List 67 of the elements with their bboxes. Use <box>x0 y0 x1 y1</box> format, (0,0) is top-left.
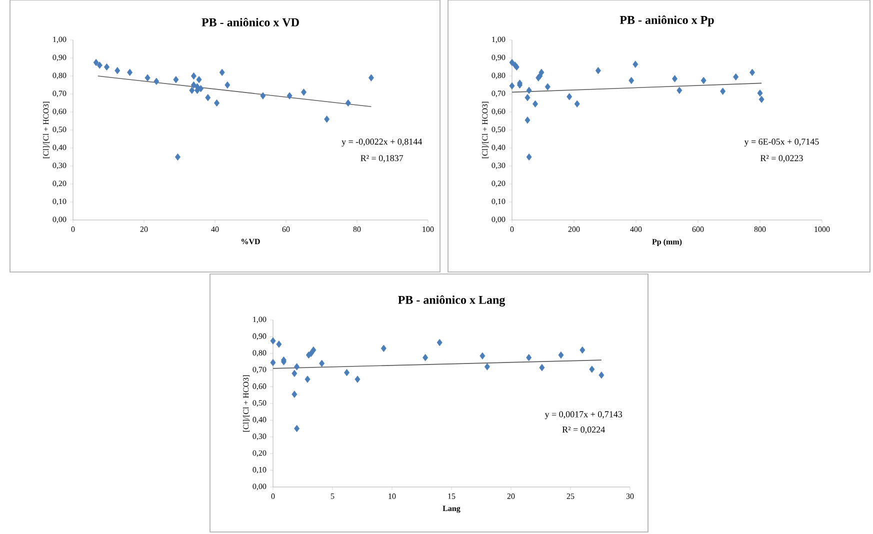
y-tick-label: 0,70 <box>252 366 266 374</box>
x-tick-label: 0 <box>271 494 275 499</box>
y-tick-label: 0,50 <box>492 126 506 134</box>
x-tick-label: 10 <box>388 494 396 499</box>
x-tick-label: 20 <box>140 226 148 232</box>
x-tick-label: 80 <box>353 226 361 232</box>
annotation: y = -0,0022x + 0,8144 <box>342 138 422 147</box>
x-tick-label: 60 <box>282 226 290 232</box>
y-tick-label: 0,20 <box>492 180 506 188</box>
annotation: y = 0,0017x + 0,7143 <box>544 411 622 420</box>
y-tick-label: 0,40 <box>52 144 66 152</box>
annotation: R² = 0,0223 <box>760 155 803 162</box>
y-tick-label: 1,00 <box>53 36 66 44</box>
x-tick-label: 100 <box>422 226 434 232</box>
y-tick-label: 0,40 <box>492 144 506 152</box>
x-tick-label: 200 <box>568 226 580 232</box>
y-tick-label: 0,70 <box>52 90 66 98</box>
y-tick-label: 0,90 <box>252 333 266 340</box>
y-tick-label: 0,30 <box>52 162 66 170</box>
x-tick-label: 40 <box>211 226 219 232</box>
annotation: R² = 0,0224 <box>562 426 605 434</box>
annotation: R² = 0,1837 <box>360 155 404 162</box>
x-tick-label: 800 <box>754 226 766 232</box>
y-tick-label: 0,20 <box>252 450 266 457</box>
y-axis-title: [Cl]/[Cl + HCO3] <box>482 102 489 158</box>
x-tick-label: 400 <box>630 226 642 232</box>
chart-title: PB - aniônico x Pp <box>620 15 714 26</box>
y-tick-label: 0,10 <box>52 198 66 206</box>
y-tick-label: 0,70 <box>492 90 506 98</box>
y-tick-label: 0,00 <box>492 216 506 224</box>
annotation: y = 6E-05x + 0,7145 <box>744 138 819 147</box>
y-axis-title: [Cl]/[Cl + HCO3] <box>242 375 250 432</box>
y-tick-label: 0,00 <box>252 484 266 490</box>
y-tick-label: 0,50 <box>52 126 66 134</box>
chart-title: PB - aniônico x Lang <box>398 295 506 306</box>
x-tick-label: 0 <box>71 226 75 232</box>
y-tick-label: 1,00 <box>492 36 506 44</box>
chart-title: PB - aniônico x VD <box>202 18 299 26</box>
x-axis-title: %VD <box>242 238 260 244</box>
y-tick-label: 0,60 <box>52 108 66 116</box>
x-tick-label: 600 <box>692 226 704 232</box>
y-tick-label: 0,80 <box>52 72 66 80</box>
x-tick-label: 30 <box>626 494 634 499</box>
x-tick-label: 5 <box>330 494 334 499</box>
y-tick-label: 0,80 <box>252 350 266 357</box>
y-tick-label: 0,80 <box>492 72 506 80</box>
x-axis-title: Lang <box>442 506 460 513</box>
y-tick-label: 0,20 <box>52 180 66 188</box>
y-tick-label: 0,30 <box>252 434 266 440</box>
y-tick-label: 0,00 <box>52 216 66 224</box>
x-tick-label: 25 <box>566 494 574 499</box>
y-tick-label: 1,00 <box>253 316 266 324</box>
x-tick-label: 1000 <box>814 226 830 232</box>
y-tick-label: 0,60 <box>492 108 506 116</box>
x-tick-label: 15 <box>448 494 456 499</box>
y-tick-label: 0,60 <box>252 384 266 390</box>
y-tick-label: 0,90 <box>492 54 506 62</box>
y-tick-label: 0,90 <box>52 54 66 62</box>
y-tick-label: 0,10 <box>252 467 266 474</box>
y-axis-title: [Cl]/[Cl + HCO3] <box>42 102 50 158</box>
y-tick-label: 0,10 <box>492 198 506 206</box>
x-tick-label: 0 <box>510 226 514 232</box>
x-axis-title: Pp (mm) <box>652 238 682 246</box>
y-tick-label: 0,40 <box>252 416 266 424</box>
y-tick-label: 0,50 <box>252 400 266 407</box>
y-tick-label: 0,30 <box>492 162 506 170</box>
x-tick-label: 20 <box>507 494 515 499</box>
